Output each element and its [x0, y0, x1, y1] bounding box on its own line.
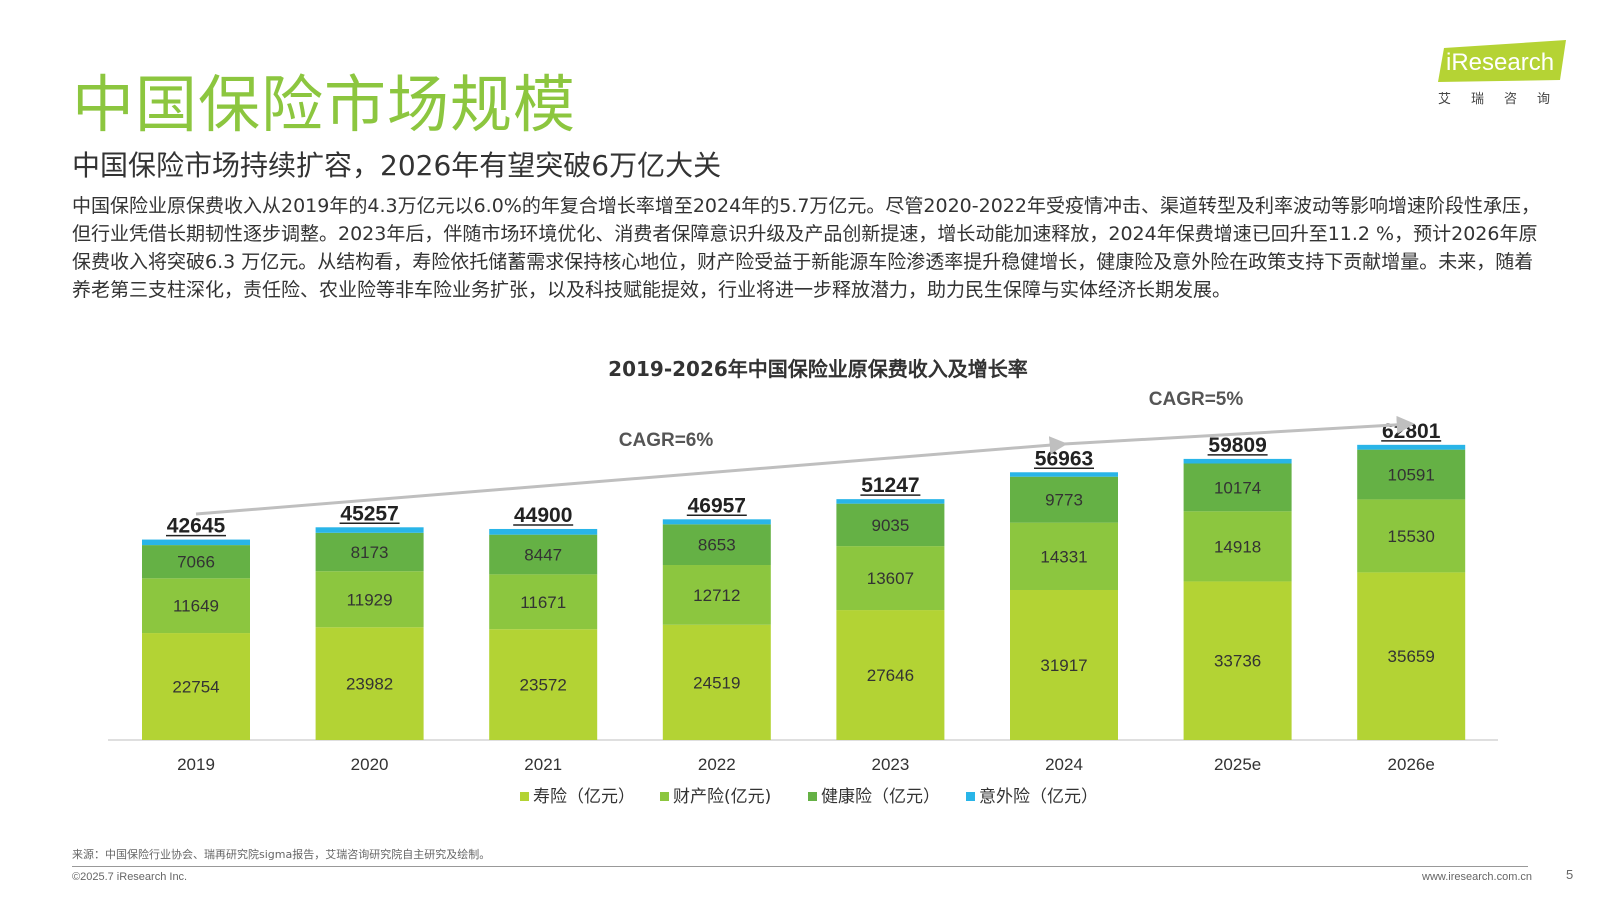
legend-label: 财产险(亿元) — [673, 787, 771, 807]
bar-segment — [1183, 581, 1292, 740]
data-label: 33736 — [1214, 652, 1261, 671]
bar-segment — [662, 624, 771, 740]
data-label: 23982 — [346, 675, 393, 694]
total-label: 56963 — [1035, 447, 1093, 470]
stacked-bar-chart: 2019-2026年中国保险业原保费收入及增长率 22754 11649 7066 4… — [108, 357, 1498, 807]
legend-label: 寿险（亿元） — [533, 787, 635, 807]
bar-segment — [1010, 522, 1118, 590]
bar-segment — [142, 633, 250, 740]
bar-segment — [489, 534, 598, 575]
bar-segment — [662, 565, 771, 625]
bar-segment — [142, 545, 250, 579]
logo-text: iResearch — [1446, 49, 1554, 76]
total-label: 45257 — [340, 502, 398, 525]
data-label: 8173 — [351, 543, 389, 562]
x-tick-label: 2021 — [524, 755, 562, 774]
bar-segment — [662, 519, 771, 525]
bar-segment — [836, 503, 945, 547]
bar-segment — [1357, 449, 1466, 500]
data-label: 27646 — [867, 666, 914, 685]
bar-segment — [1010, 589, 1118, 740]
source-note: 来源：中国保险行业协会、瑞再研究院sigma报告，艾瑞咨询研究院自主研究及绘制。 — [72, 848, 491, 861]
data-label: 24519 — [693, 673, 740, 692]
legend-label: 健康险（亿元） — [821, 787, 940, 807]
data-label: 9035 — [871, 516, 909, 535]
data-label: 22754 — [172, 678, 219, 697]
page-title: 中国保险市场规模 — [72, 68, 577, 141]
total-label: 44900 — [514, 504, 572, 527]
bar-segment — [489, 629, 598, 740]
bar-segment — [1357, 572, 1466, 740]
bar-segment — [315, 627, 424, 740]
total-label: 42645 — [167, 515, 226, 538]
data-label: 14331 — [1040, 547, 1087, 566]
data-label: 35659 — [1388, 647, 1435, 666]
bar-segment — [142, 578, 250, 634]
x-tick-label: 2020 — [351, 755, 389, 774]
bar-segment — [489, 574, 598, 630]
x-tick-label: 2023 — [871, 755, 909, 774]
data-label: 8653 — [698, 536, 736, 555]
data-label: 13607 — [867, 569, 914, 588]
total-label: 62801 — [1382, 420, 1441, 443]
total-label: 59809 — [1208, 434, 1266, 457]
bar-segment — [836, 499, 945, 504]
cagr-arrow — [195, 436, 1068, 516]
copyright: ©2025.7 iResearch Inc. — [72, 871, 188, 883]
data-label: 11649 — [173, 597, 219, 616]
data-label: 7066 — [177, 553, 215, 572]
cagr-arrow — [1063, 415, 1415, 446]
data-label: 11671 — [520, 593, 566, 612]
legend-label: 意外险（亿元） — [979, 787, 1098, 807]
bar-segment — [1357, 444, 1466, 450]
bar-segment — [315, 571, 424, 628]
bar-segment — [836, 546, 945, 611]
bar-segment — [1010, 472, 1118, 477]
bar-segment — [1183, 463, 1292, 512]
summary-paragraph: 中国保险业原保费收入从2019年的4.3万亿元以6.0%的年复合增长率增至202… — [72, 195, 1540, 301]
cagr-label: CAGR=6% — [619, 430, 714, 451]
total-label: 51247 — [861, 474, 919, 497]
bar-segment — [1357, 499, 1466, 573]
data-label: 10174 — [1214, 478, 1261, 497]
x-tick-label: 2019 — [177, 755, 215, 774]
data-label: 31917 — [1040, 656, 1087, 675]
footer-divider — [72, 866, 1528, 867]
bar-segment — [1183, 458, 1292, 464]
bar-segment — [836, 610, 945, 740]
website-url: www.iresearch.com.cn — [1422, 871, 1533, 883]
legend-swatch — [660, 792, 669, 801]
page-number: 5 — [1566, 867, 1574, 882]
chart-title: 2019-2026年中国保险业原保费收入及增长率 — [608, 357, 1028, 381]
data-label: 14918 — [1214, 537, 1261, 556]
page-subtitle: 中国保险市场持续扩容，2026年有望突破6万亿大关 — [72, 149, 722, 182]
bar-segment — [1010, 476, 1118, 523]
x-tick-label: 2022 — [698, 755, 736, 774]
data-label: 9773 — [1045, 491, 1083, 510]
bar-segment — [489, 528, 598, 535]
legend-swatch — [520, 792, 529, 801]
data-label: 8447 — [524, 546, 562, 565]
x-tick-label: 2024 — [1045, 755, 1083, 774]
logo-chinese-text: 艾瑞咨询 — [1438, 92, 1571, 107]
bar-segment — [315, 532, 424, 572]
total-label: 46957 — [688, 494, 746, 517]
data-label: 12712 — [693, 586, 740, 605]
legend-swatch — [966, 792, 975, 801]
data-label: 15530 — [1388, 527, 1435, 546]
iresearch-logo: iResearch — [1438, 40, 1566, 82]
bar-segment — [1183, 511, 1292, 582]
legend-swatch — [808, 792, 817, 801]
data-label: 23572 — [520, 676, 567, 695]
x-tick-label: 2026e — [1388, 755, 1435, 774]
data-label: 10591 — [1388, 466, 1435, 485]
bar-segment — [662, 524, 771, 566]
cagr-label: CAGR=5% — [1149, 389, 1244, 410]
x-tick-label: 2025e — [1214, 755, 1261, 774]
bar-segment — [142, 539, 250, 546]
data-label: 11929 — [347, 590, 393, 609]
bar-segment — [315, 527, 424, 533]
